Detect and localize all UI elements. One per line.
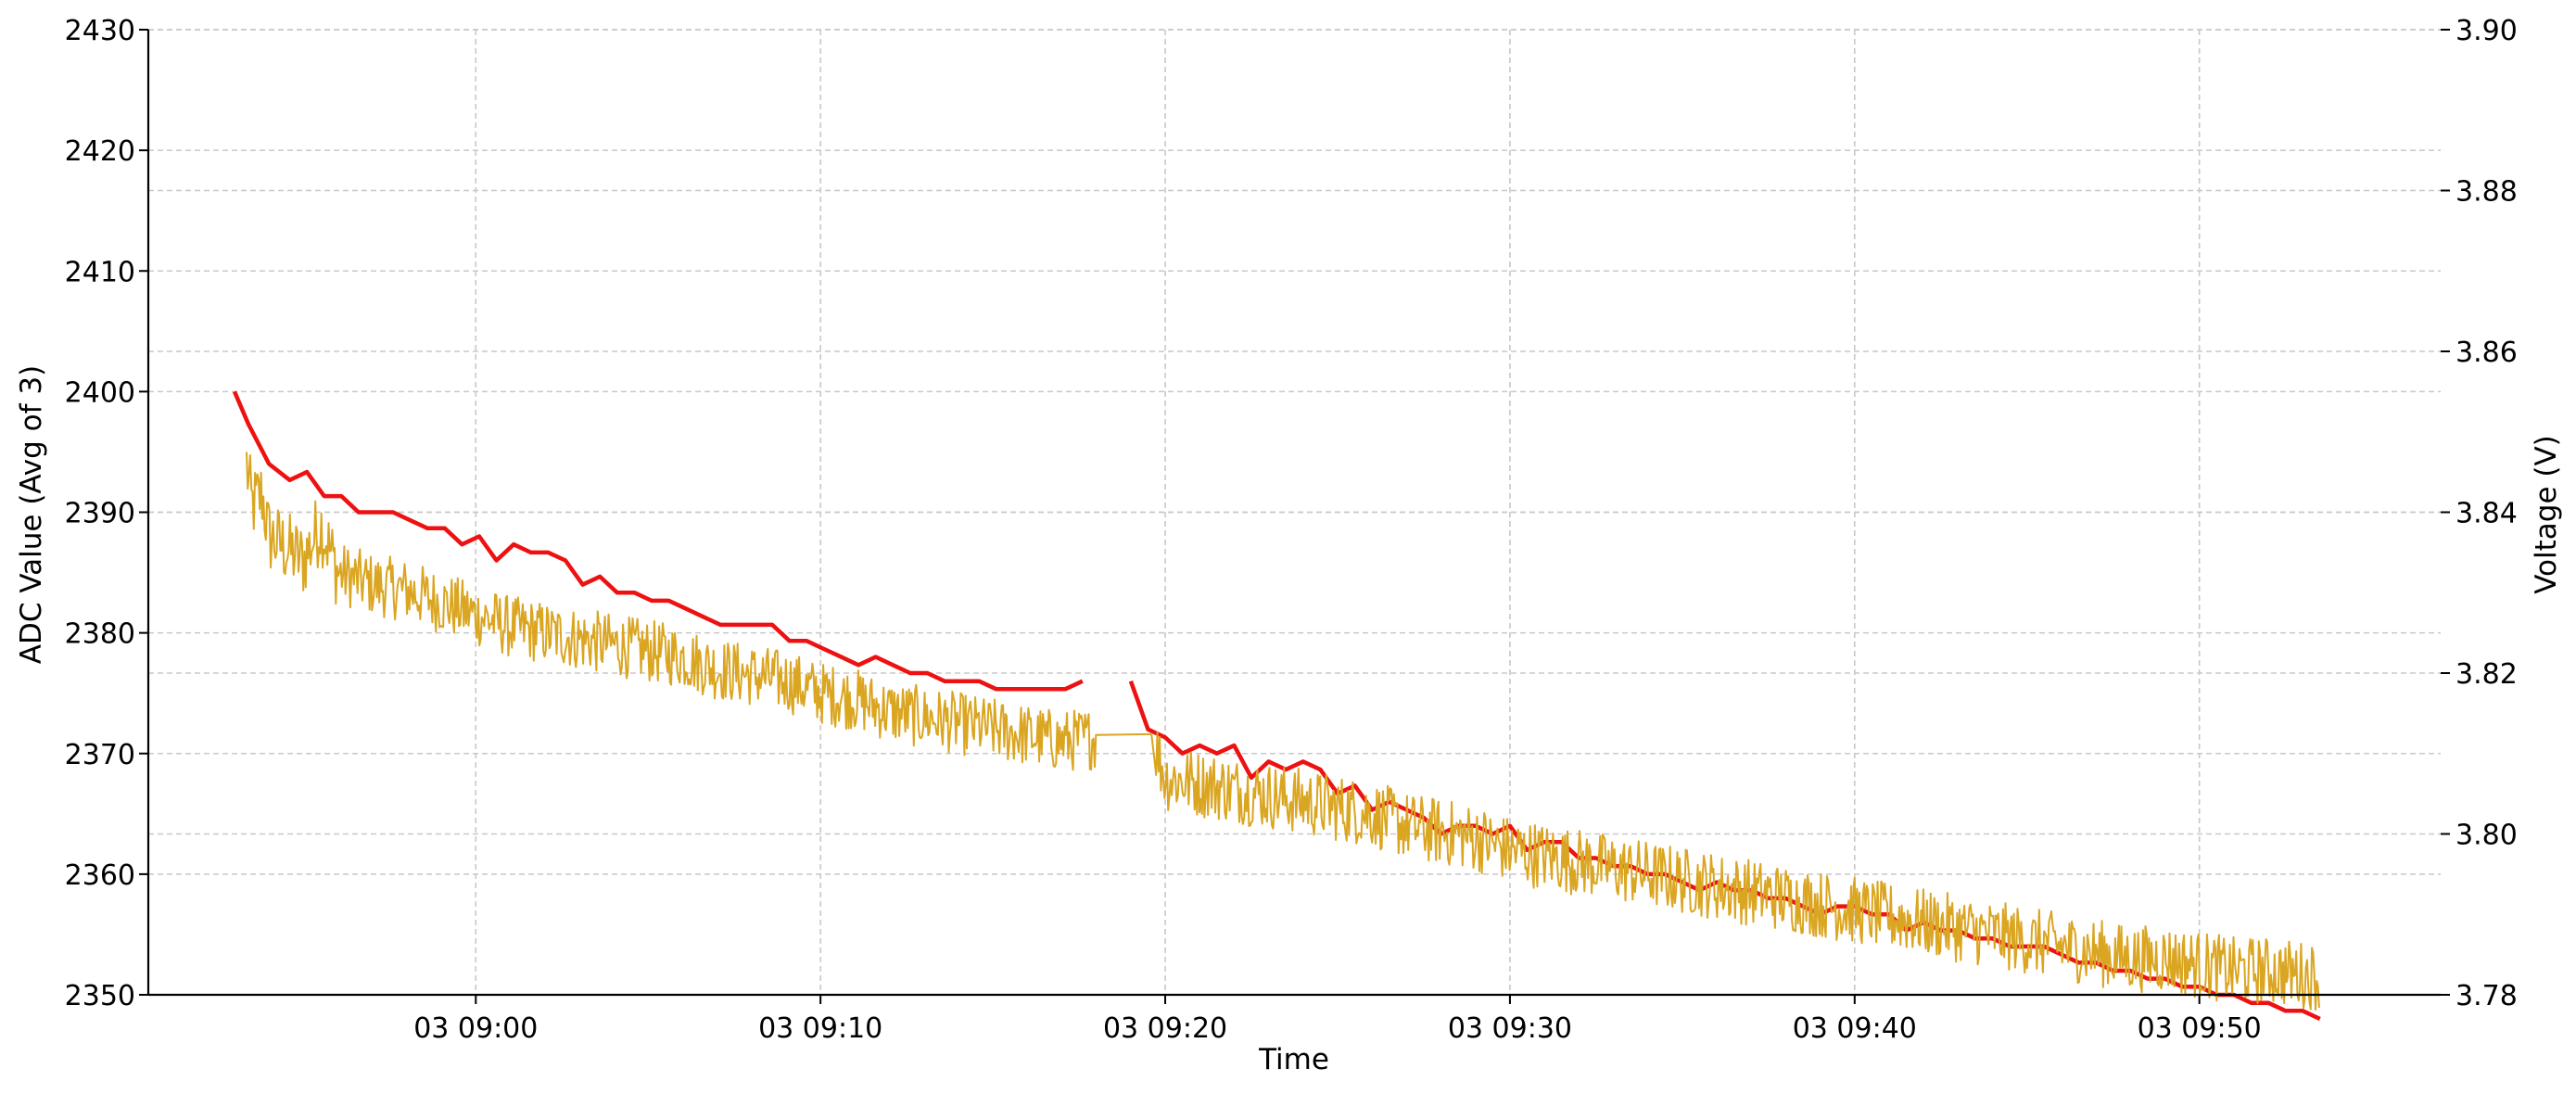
y-right-tick-label: 3.80 <box>2455 820 2518 852</box>
y-left-tick-label: 2370 <box>65 739 135 771</box>
y-right-tick-label: 3.88 <box>2455 176 2518 209</box>
y-left-tick-label: 2410 <box>65 256 135 288</box>
y-left-tick-label: 2350 <box>65 980 135 1012</box>
voltage-series-line <box>1128 680 2321 1022</box>
y-left-tick-label: 2390 <box>65 498 135 530</box>
x-tick-label: 03 09:40 <box>1793 1012 1917 1045</box>
series-layer <box>232 390 2321 1022</box>
voltage-series-line <box>232 390 1084 692</box>
x-tick-label: 03 09:30 <box>1448 1012 1572 1045</box>
y-left-tick-label: 2380 <box>65 618 135 651</box>
y-right-tick-label: 3.78 <box>2455 980 2518 1012</box>
y-axis-left-title: ADC Value (Avg of 3) <box>15 365 48 664</box>
tick-labels: 03 09:00 03 09:10 03 09:20 03 09:30 03 09:40… <box>65 15 2518 1045</box>
axes <box>139 29 2450 1004</box>
x-tick-label: 03 09:10 <box>758 1012 882 1045</box>
y-right-tick-label: 3.82 <box>2455 658 2518 691</box>
y-left-tick-label: 2400 <box>65 376 135 409</box>
adc-series-line <box>1150 731 2320 1011</box>
y-right-tick-label: 3.86 <box>2455 337 2518 369</box>
y-right-tick-label: 3.84 <box>2455 498 2518 530</box>
x-tick-label: 03 09:00 <box>413 1012 538 1045</box>
x-tick-label: 03 09:50 <box>2138 1012 2262 1045</box>
y-left-tick-label: 2420 <box>65 135 135 168</box>
y-right-tick-label: 3.90 <box>2455 15 2518 47</box>
x-axis-title: Time <box>1258 1043 1329 1076</box>
x-tick-label: 03 09:20 <box>1103 1012 1227 1045</box>
y-left-tick-label: 2430 <box>65 15 135 47</box>
y-axis-right-title: Voltage (V) <box>2530 435 2563 594</box>
adc-series-line <box>246 452 1152 771</box>
y-left-tick-label: 2360 <box>65 859 135 892</box>
